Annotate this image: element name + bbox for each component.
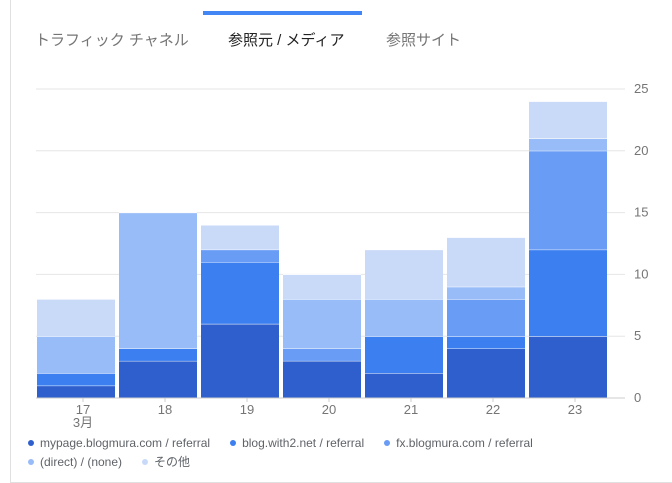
bar-segment: [529, 150, 607, 250]
legend-row: (direct) / (none) その他: [28, 453, 628, 470]
bar-segment: [119, 360, 197, 398]
bar-segment: [37, 385, 115, 398]
tab-referral-sites[interactable]: 参照サイト: [386, 32, 462, 49]
bar-segment: [201, 224, 279, 250]
active-tab-indicator: [203, 11, 362, 15]
tab-source-medium[interactable]: 参照元 / メディア: [228, 32, 345, 49]
bar-segment: [447, 237, 525, 287]
bar-segment: [447, 299, 525, 337]
bar-segment: [283, 299, 361, 349]
bar-segment: [529, 336, 607, 398]
legend-label: その他: [154, 455, 191, 469]
bar-segment: [119, 212, 197, 349]
bar-segment: [447, 348, 525, 398]
legend-label: blog.with2.net / referral: [242, 436, 365, 450]
bar-segment: [447, 286, 525, 300]
y-tick-label: 15: [634, 205, 648, 220]
y-tick-label: 10: [634, 266, 648, 281]
x-tick-label: 19: [240, 402, 254, 417]
x-tick-label: 22: [486, 402, 500, 417]
y-tick-label: 5: [634, 328, 641, 343]
bar-segment: [201, 262, 279, 324]
legend-item[interactable]: その他: [142, 453, 190, 470]
bar-segment: [201, 249, 279, 263]
bar-segment: [529, 101, 607, 139]
x-tick-label: 17: [76, 402, 90, 417]
x-tick-label: 21: [404, 402, 418, 417]
bar-segment: [529, 138, 607, 151]
bar-segment: [283, 274, 361, 300]
y-tick-label: 0: [634, 390, 641, 405]
y-tick-label: 25: [634, 81, 648, 96]
bar-segment: [365, 249, 443, 300]
legend-item[interactable]: blog.with2.net / referral: [230, 436, 364, 450]
bar-segment: [447, 336, 525, 349]
x-tick-label: 20: [322, 402, 336, 417]
bar-segment: [283, 348, 361, 361]
bar-segment: [529, 249, 607, 337]
bar-segment: [37, 373, 115, 386]
legend-dot-icon: [384, 440, 391, 446]
legend-label: (direct) / (none): [40, 455, 123, 469]
bar-segment: [365, 373, 443, 398]
legend-item[interactable]: (direct) / (none): [28, 455, 122, 469]
legend-dot-icon: [142, 459, 149, 465]
legend-row: mypage.blogmura.com / referral blog.with2…: [28, 436, 628, 453]
legend-dot-icon: [28, 440, 34, 446]
x-tick-sublabel: 3月: [73, 415, 93, 430]
legend-dot-icon: [230, 440, 237, 446]
bar-segment: [37, 336, 115, 374]
chart-legend: mypage.blogmura.com / referral blog.with2…: [28, 436, 628, 470]
legend-item[interactable]: fx.blogmura.com / referral: [384, 436, 533, 450]
bar-segment: [119, 348, 197, 361]
tab-traffic-channel[interactable]: トラフィック チャネル: [35, 32, 189, 49]
legend-label: fx.blogmura.com / referral: [396, 436, 533, 450]
y-tick-label: 20: [634, 143, 648, 158]
x-tick-label: 18: [158, 402, 172, 417]
legend-dot-icon: [28, 459, 34, 465]
tab-bar: トラフィック チャネル 参照元 / メディア 参照サイト: [11, 0, 672, 60]
bar-segment: [37, 299, 115, 337]
x-tick-label: 23: [568, 402, 582, 417]
bar-segment: [201, 323, 279, 398]
bar-segment: [365, 336, 443, 374]
bar-segment: [283, 360, 361, 398]
legend-item[interactable]: mypage.blogmura.com / referral: [28, 436, 210, 450]
legend-label: mypage.blogmura.com / referral: [40, 436, 211, 450]
bar-segment: [365, 299, 443, 337]
